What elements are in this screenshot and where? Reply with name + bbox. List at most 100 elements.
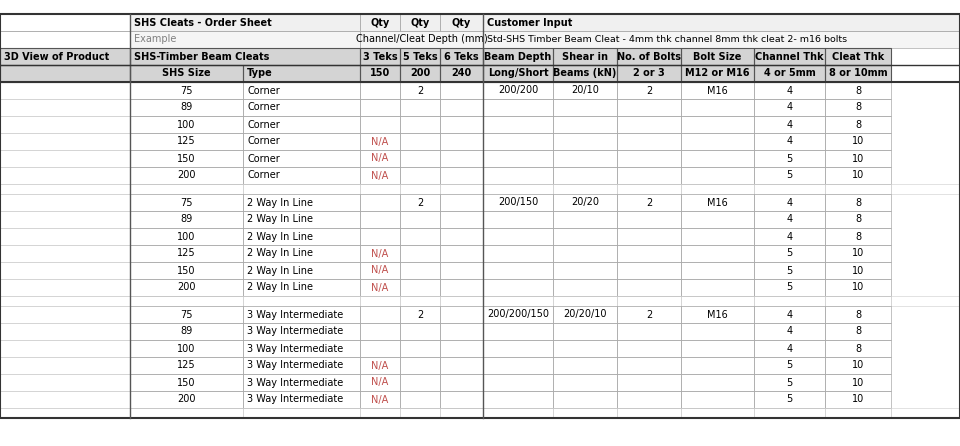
Text: N/A: N/A [372,360,389,371]
Text: 3 Way Intermediate: 3 Way Intermediate [247,343,344,354]
Text: SHS Cleats - Order Sheet: SHS Cleats - Order Sheet [134,17,272,28]
Bar [681,374,754,391]
Bar [400,306,440,323]
Bar [0,116,130,133]
Bar [553,296,617,306]
Text: 10: 10 [852,136,864,146]
Bar [0,14,130,31]
Text: 2 Way In Line: 2 Way In Line [247,231,313,241]
Text: 125: 125 [178,248,196,259]
Bar [553,340,617,357]
Bar [0,306,130,323]
Bar [0,262,130,279]
Bar [553,150,617,167]
Bar [825,194,891,211]
Bar [483,306,553,323]
Text: 8: 8 [855,343,861,354]
Text: 10: 10 [852,377,864,388]
Text: 10: 10 [852,395,864,405]
Bar [360,65,400,82]
Bar [681,228,754,245]
Bar [440,133,483,150]
Bar [483,194,553,211]
Bar [360,340,400,357]
Bar [617,391,681,408]
Bar [130,150,243,167]
Bar [483,296,553,306]
Bar [553,245,617,262]
Text: 3 Way Intermediate: 3 Way Intermediate [247,310,344,319]
Bar [243,391,360,408]
Text: 2 Way In Line: 2 Way In Line [247,282,313,293]
Bar [360,262,400,279]
Bar [440,65,483,82]
Bar [360,150,400,167]
Bar [400,48,440,65]
Bar [825,65,891,82]
Bar [754,391,825,408]
Text: N/A: N/A [372,377,389,388]
Bar [681,408,754,418]
Bar [400,133,440,150]
Text: 4: 4 [786,86,793,95]
Bar [553,194,617,211]
Bar [400,306,440,323]
Text: Channel/Cleat Depth (mm): Channel/Cleat Depth (mm) [355,34,488,45]
Text: 4: 4 [786,136,793,146]
Bar [617,374,681,391]
Bar [0,184,130,194]
Bar [825,48,891,65]
Bar [243,296,360,306]
Bar [130,296,243,306]
Text: 2: 2 [417,198,423,207]
Bar [681,48,754,65]
Bar [681,296,754,306]
Bar [243,184,360,194]
Bar [243,357,360,374]
Bar [0,228,130,245]
Bar [360,323,400,340]
Bar [130,391,243,408]
Bar [617,133,681,150]
Bar [0,340,130,357]
Bar [440,262,483,279]
Bar [243,245,360,262]
Bar [243,408,360,418]
Bar [681,391,754,408]
Bar [360,194,400,211]
Bar [754,279,825,296]
Bar [681,48,754,65]
Bar [130,374,243,391]
Bar [754,374,825,391]
Text: SHS Size: SHS Size [162,69,211,78]
Bar [754,150,825,167]
Text: Beams (kN): Beams (kN) [553,69,616,78]
Text: Type: Type [247,69,273,78]
Bar [483,116,553,133]
Bar [617,82,681,99]
Text: 6 Teks: 6 Teks [444,51,479,62]
Text: 75: 75 [180,86,193,95]
Bar [360,357,400,374]
Bar [130,14,360,31]
Bar [243,184,360,194]
Bar [754,228,825,245]
Bar [825,262,891,279]
Bar [0,116,130,133]
Bar [681,116,754,133]
Text: N/A: N/A [372,136,389,146]
Bar [617,48,681,65]
Bar [243,167,360,184]
Text: 200: 200 [410,69,430,78]
Bar [754,408,825,418]
Bar [553,323,617,340]
Bar [440,262,483,279]
Bar [0,357,130,374]
Bar [0,340,130,357]
Bar [754,99,825,116]
Bar [617,99,681,116]
Bar [754,262,825,279]
Text: 150: 150 [370,69,390,78]
Text: 5 Teks: 5 Teks [402,51,438,62]
Text: 8: 8 [855,326,861,336]
